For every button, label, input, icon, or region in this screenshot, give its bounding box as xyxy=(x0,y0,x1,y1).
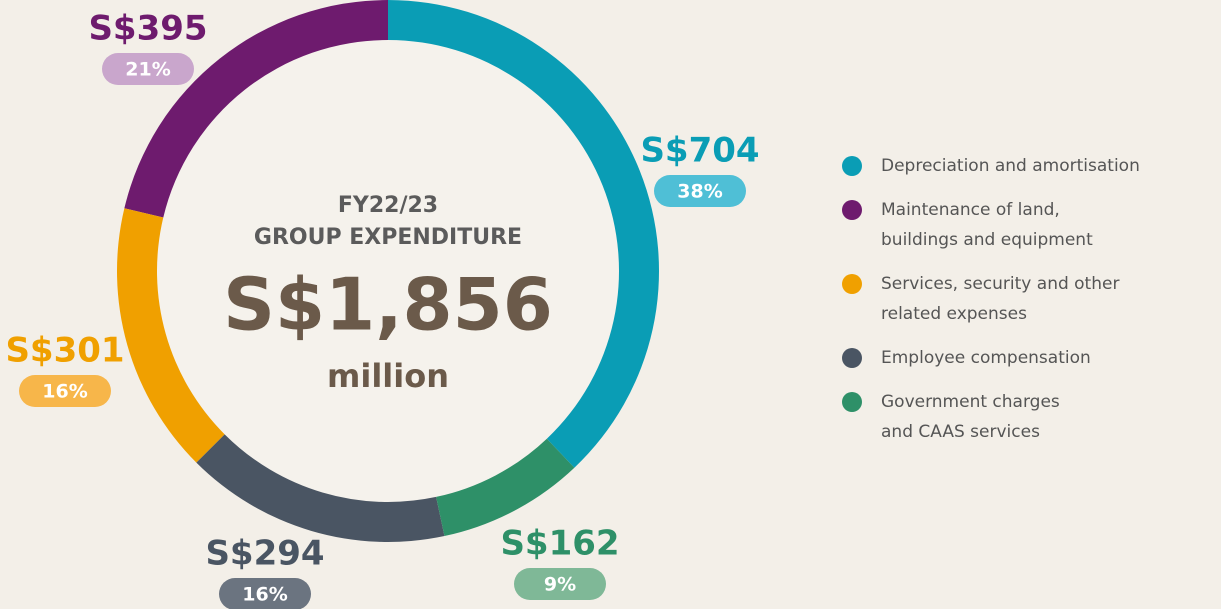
share-label: 21% xyxy=(125,59,170,81)
share-label: 38% xyxy=(677,181,722,203)
legend-swatch xyxy=(842,274,862,294)
value-label: S$301 xyxy=(5,331,124,371)
legend-label: Maintenance of land, buildings and equip… xyxy=(881,200,1093,250)
value-label: S$162 xyxy=(500,524,619,564)
legend-label: Employee compensation xyxy=(881,348,1091,368)
share-pill xyxy=(19,375,111,407)
legend-swatch xyxy=(842,392,862,412)
chart-title: FY22/23 xyxy=(338,193,438,218)
slice xyxy=(388,0,659,468)
chart-subtitle: GROUP EXPENDITURE xyxy=(254,225,522,250)
legend-swatch xyxy=(842,200,862,220)
legend-swatch xyxy=(842,156,862,176)
slice xyxy=(436,438,575,537)
slice xyxy=(124,0,388,218)
legend-label: Depreciation and amortisation xyxy=(881,156,1140,176)
legend-label: Government charges and CAAS services xyxy=(881,392,1060,442)
value-label: S$704 xyxy=(640,131,759,171)
share-pill xyxy=(102,53,194,85)
share-pill xyxy=(219,578,311,609)
share-label: 16% xyxy=(242,584,287,606)
share-label: 9% xyxy=(544,574,576,596)
share-pill xyxy=(654,175,746,207)
donut-center xyxy=(157,40,619,502)
value-label: S$294 xyxy=(205,534,324,574)
legend-item: Maintenance of land, buildings and equip… xyxy=(842,195,1140,255)
value-label: S$395 xyxy=(88,9,207,49)
legend-item: Government charges and CAAS services xyxy=(842,387,1140,447)
unit: million xyxy=(327,357,449,395)
share-label: 16% xyxy=(42,381,87,403)
legend-swatch xyxy=(842,348,862,368)
slice xyxy=(196,434,445,542)
legend: Depreciation and amortisation Maintenance… xyxy=(842,151,1140,447)
share-pill xyxy=(514,568,606,600)
slice xyxy=(117,208,225,463)
legend-label: Services, security and other related exp… xyxy=(881,274,1120,324)
legend-item: Employee compensation xyxy=(842,343,1140,373)
legend-item: Depreciation and amortisation xyxy=(842,151,1140,181)
legend-item: Services, security and other related exp… xyxy=(842,269,1140,329)
total: S$1,856 xyxy=(223,263,553,347)
